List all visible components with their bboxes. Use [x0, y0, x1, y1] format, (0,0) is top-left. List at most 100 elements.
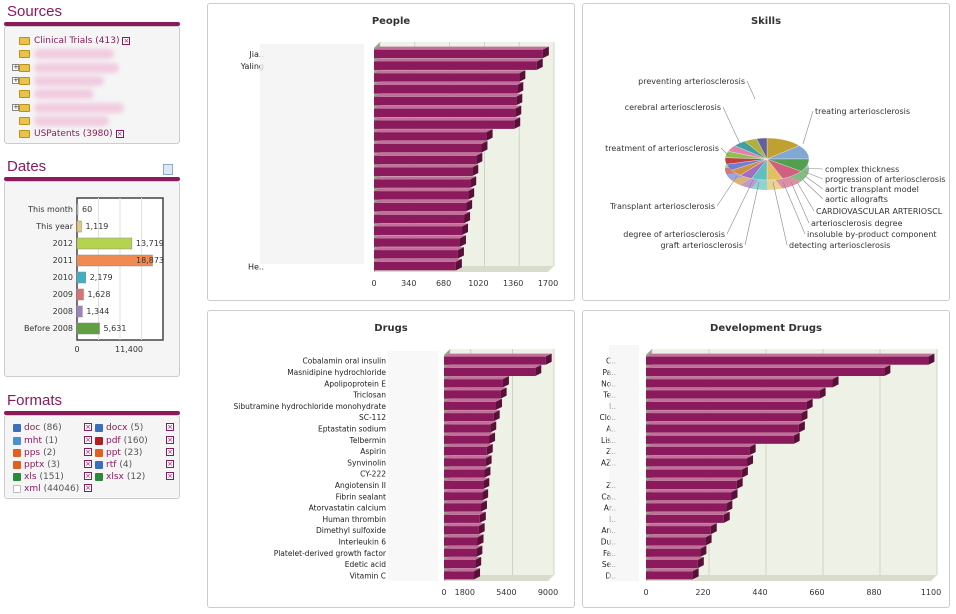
- chart-bar: [646, 446, 750, 456]
- chart-bar-top: [444, 376, 509, 380]
- docx-icon: [95, 423, 103, 432]
- format-pptx[interactable]: pptx (3): [13, 459, 60, 470]
- remove-icon[interactable]: ×: [84, 472, 92, 480]
- chart-axis-tick: 220: [695, 588, 710, 597]
- chart-bar: [374, 202, 467, 212]
- chart-bar-end: [481, 140, 488, 153]
- format-ppt[interactable]: ppt (23): [95, 447, 142, 458]
- chart-bar-end: [928, 353, 935, 365]
- format-xml[interactable]: xml (44046): [13, 483, 79, 494]
- pie-leader-line: [796, 181, 815, 212]
- document-icon[interactable]: [163, 164, 173, 175]
- chart-bar: [374, 155, 477, 165]
- chart-category-label: Angiotensin II: [335, 481, 386, 490]
- chart-bar-end: [535, 364, 542, 377]
- expand-icon[interactable]: +: [12, 103, 19, 111]
- remove-icon[interactable]: ×: [166, 460, 174, 468]
- chart-bar-end: [801, 410, 808, 422]
- expand-icon[interactable]: +: [12, 76, 19, 84]
- dates-bar: [76, 237, 133, 250]
- source-hidden-4[interactable]: [19, 87, 94, 100]
- remove-icon[interactable]: ×: [84, 460, 92, 468]
- redacted-label: [34, 88, 94, 99]
- chart-bar-end: [459, 235, 466, 247]
- pie-slice-label: treating arteriosclerosis: [815, 107, 910, 116]
- dates-row-label: Before 2008: [24, 324, 73, 333]
- pie-leader-line: [716, 175, 738, 207]
- format-rtf[interactable]: rtf (4): [95, 459, 132, 470]
- format-pdf[interactable]: pdf (160): [95, 435, 148, 446]
- dates-bar: [76, 220, 82, 233]
- chart-bar-end: [496, 398, 502, 410]
- format-xls[interactable]: xls (151): [13, 471, 64, 482]
- chart-bar-end: [832, 376, 839, 388]
- chart-category-label: AZ..: [601, 458, 616, 467]
- chart-bar-end: [793, 432, 800, 444]
- chart-bar-top: [646, 432, 800, 436]
- ppt-icon: [95, 448, 103, 457]
- chart-bar-top: [444, 353, 552, 357]
- remove-icon[interactable]: ×: [166, 436, 174, 444]
- format-doc[interactable]: doc (86): [13, 422, 62, 433]
- remove-icon[interactable]: ×: [166, 472, 174, 480]
- drugs-chart: 0 1800 5400 9000 Cobalamin oral insulin Masni…: [234, 349, 558, 597]
- chart-bar: [444, 379, 503, 388]
- chart-bar-top: [646, 523, 717, 527]
- remove-icon[interactable]: ×: [84, 423, 92, 431]
- source-hidden-5[interactable]: [19, 101, 124, 114]
- format-docx[interactable]: docx (5): [95, 422, 143, 433]
- source-hidden-1[interactable]: [19, 47, 114, 60]
- source-hidden-6[interactable]: [19, 114, 109, 127]
- chart-bar-end: [536, 58, 543, 70]
- dates-bar: [76, 271, 86, 284]
- chart-bar: [374, 73, 520, 82]
- dates-title: Dates: [7, 158, 47, 175]
- chart-bar-top: [374, 164, 479, 168]
- source-uspatents[interactable]: USPatents (3980) ×: [19, 127, 124, 140]
- chart-bar-end: [515, 105, 522, 118]
- folder-icon: [19, 76, 30, 85]
- remove-icon[interactable]: ×: [166, 448, 174, 456]
- chart-bar-top: [646, 387, 826, 391]
- chart-bar: [444, 446, 487, 456]
- chart-category-label: Clo..: [599, 413, 616, 422]
- chart-bar: [444, 413, 494, 422]
- pie-slice-label: progression of arteriosclerosis: [825, 175, 945, 184]
- dates-bar-value: 1,628: [88, 290, 111, 299]
- format-xlsx[interactable]: xlsx (12): [95, 471, 145, 482]
- chart-category-label: Se..: [602, 560, 616, 569]
- chart-bar: [444, 503, 481, 512]
- remove-icon[interactable]: ×: [84, 448, 92, 456]
- chart-bar: [646, 571, 693, 580]
- pie-slice-label: insoluble by-product component: [807, 230, 937, 239]
- format-mht[interactable]: mht (1): [13, 435, 58, 446]
- source-label: USPatents: [34, 128, 80, 139]
- chart-bar: [444, 514, 480, 523]
- remove-icon[interactable]: ×: [122, 36, 131, 45]
- chart-bar-end: [484, 466, 491, 478]
- chart-bar: [374, 61, 537, 70]
- chart-bar: [646, 514, 724, 523]
- xlsx-icon: [95, 472, 103, 481]
- source-hidden-3[interactable]: [19, 74, 104, 87]
- chart-bar: [374, 85, 518, 94]
- remove-icon[interactable]: ×: [115, 129, 124, 138]
- chart-category-label: Fibrin sealant: [336, 492, 386, 501]
- pie-leader-line: [726, 179, 754, 235]
- source-clinical-trials[interactable]: Clinical Trials (413) ×: [19, 34, 131, 47]
- chart-bar: [444, 537, 478, 546]
- format-pps[interactable]: pps (2): [13, 447, 56, 458]
- chart-bar: [374, 261, 456, 271]
- pie-slice-label: CARDIOVASCULAR ARTERIOSCL: [816, 207, 943, 216]
- remove-icon[interactable]: ×: [166, 423, 174, 431]
- remove-icon[interactable]: ×: [84, 484, 92, 492]
- source-hidden-2[interactable]: [19, 61, 119, 74]
- pie-leader-line: [744, 181, 760, 246]
- chart-bar: [444, 559, 476, 569]
- chart-bar-top: [444, 511, 486, 515]
- expand-icon[interactable]: +: [12, 63, 19, 71]
- chart-bar-top: [374, 82, 524, 86]
- remove-icon[interactable]: ×: [84, 436, 92, 444]
- chart-bar-top: [374, 46, 549, 50]
- redacted-region: [609, 345, 639, 581]
